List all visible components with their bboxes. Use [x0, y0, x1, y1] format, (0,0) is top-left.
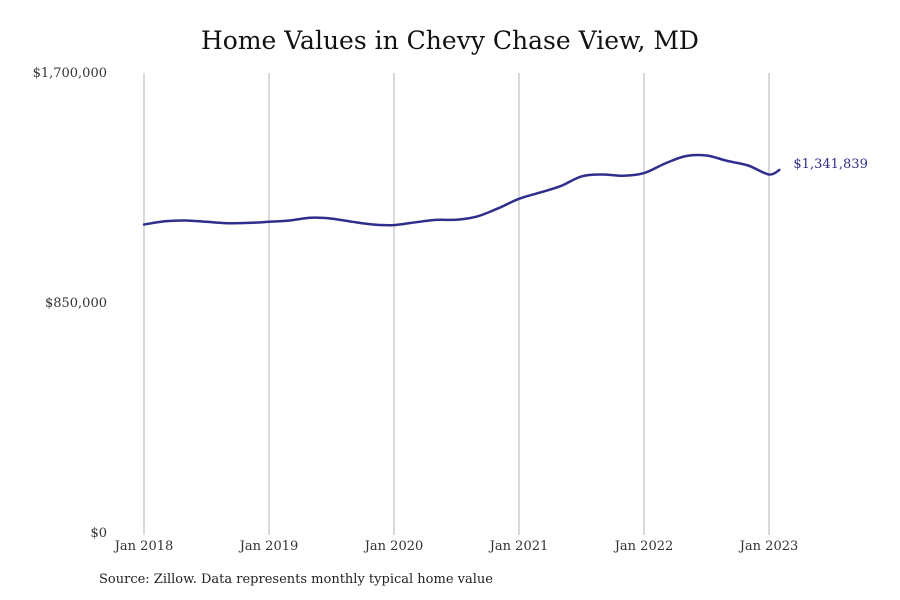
y-tick-label: $850,000: [45, 296, 107, 311]
x-axis-tick-labels: Jan 2018 Jan 2019 Jan 2020 Jan 2021 Jan 2022…: [113, 539, 799, 554]
y-tick-label: $0: [90, 526, 107, 541]
home-value-line: [142, 153, 781, 227]
end-value-label: $1,341,839: [793, 157, 867, 172]
x-tick-label: Jan 2018: [113, 539, 174, 554]
y-tick-label: $1,700,000: [33, 66, 107, 81]
x-tick-label: Jan 2023: [738, 539, 799, 554]
chart-title: Home Values in Chevy Chase View, MD: [201, 26, 699, 55]
vertical-gridlines: [143, 73, 770, 535]
x-tick-label: Jan 2020: [363, 539, 424, 554]
y-axis-tick-labels: $0 $850,000 $1,700,000: [33, 66, 107, 541]
source-note: Source: Zillow. Data represents monthly …: [99, 572, 493, 587]
x-tick-label: Jan 2021: [488, 539, 549, 554]
x-tick-label: Jan 2022: [613, 539, 674, 554]
x-tick-label: Jan 2019: [238, 539, 299, 554]
